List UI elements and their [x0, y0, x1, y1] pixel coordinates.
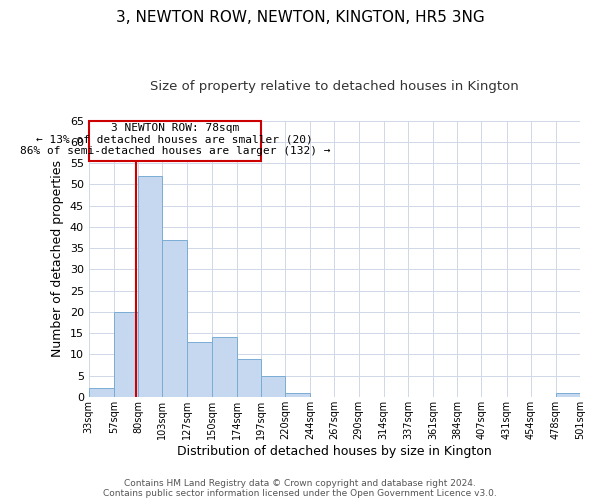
Text: 3, NEWTON ROW, NEWTON, KINGTON, HR5 3NG: 3, NEWTON ROW, NEWTON, KINGTON, HR5 3NG	[116, 10, 484, 25]
Title: Size of property relative to detached houses in Kington: Size of property relative to detached ho…	[150, 80, 519, 93]
FancyBboxPatch shape	[89, 120, 261, 161]
Bar	[237, 358, 261, 397]
Y-axis label: Number of detached properties: Number of detached properties	[51, 160, 64, 357]
Bar	[261, 376, 285, 397]
Bar	[556, 392, 580, 397]
Bar	[138, 176, 162, 397]
Text: ← 13% of detached houses are smaller (20): ← 13% of detached houses are smaller (20…	[37, 134, 313, 144]
Bar	[187, 342, 212, 397]
Text: 3 NEWTON ROW: 78sqm: 3 NEWTON ROW: 78sqm	[111, 122, 239, 132]
X-axis label: Distribution of detached houses by size in Kington: Distribution of detached houses by size …	[177, 444, 492, 458]
Bar	[285, 392, 310, 397]
Bar	[114, 312, 138, 397]
Bar	[89, 388, 114, 397]
Text: Contains public sector information licensed under the Open Government Licence v3: Contains public sector information licen…	[103, 488, 497, 498]
Bar	[162, 240, 187, 397]
Text: Contains HM Land Registry data © Crown copyright and database right 2024.: Contains HM Land Registry data © Crown c…	[124, 478, 476, 488]
Bar	[212, 338, 237, 397]
Text: 86% of semi-detached houses are larger (132) →: 86% of semi-detached houses are larger (…	[20, 146, 330, 156]
